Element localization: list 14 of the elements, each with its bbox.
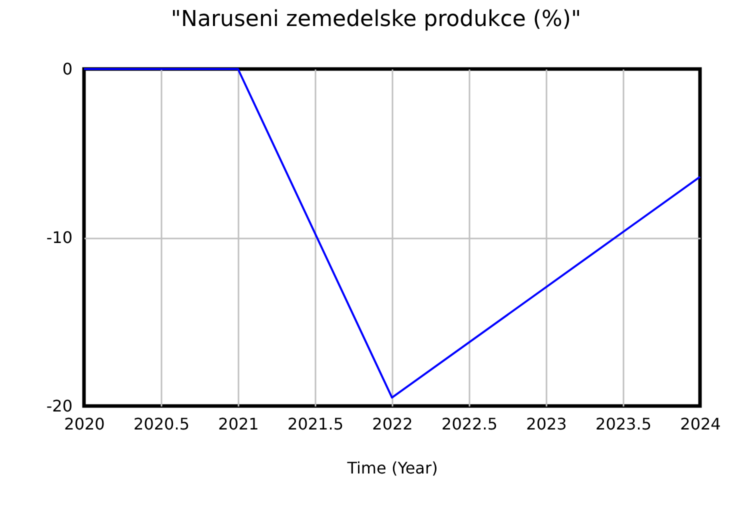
- x-tick-label: 2021: [218, 414, 259, 434]
- x-tick-label: 2022.5: [442, 414, 498, 434]
- x-tick-label: 2023: [526, 414, 567, 434]
- x-axis-title: Time (Year): [346, 458, 438, 478]
- y-tick-label: -20: [46, 396, 72, 416]
- x-tick-label: 2023.5: [596, 414, 652, 434]
- y-tick-label: -10: [46, 228, 72, 247]
- x-tick-label: 2021.5: [288, 414, 344, 434]
- x-tick-label: 2022: [372, 414, 413, 434]
- chart-title: "Naruseni zemedelske produkce (%)": [170, 7, 582, 32]
- x-tick-label: 2020.5: [134, 414, 190, 434]
- y-tick-label: 0: [62, 60, 72, 78]
- x-tick-label: 2020: [64, 414, 105, 434]
- x-tick-label: 2024: [680, 414, 721, 434]
